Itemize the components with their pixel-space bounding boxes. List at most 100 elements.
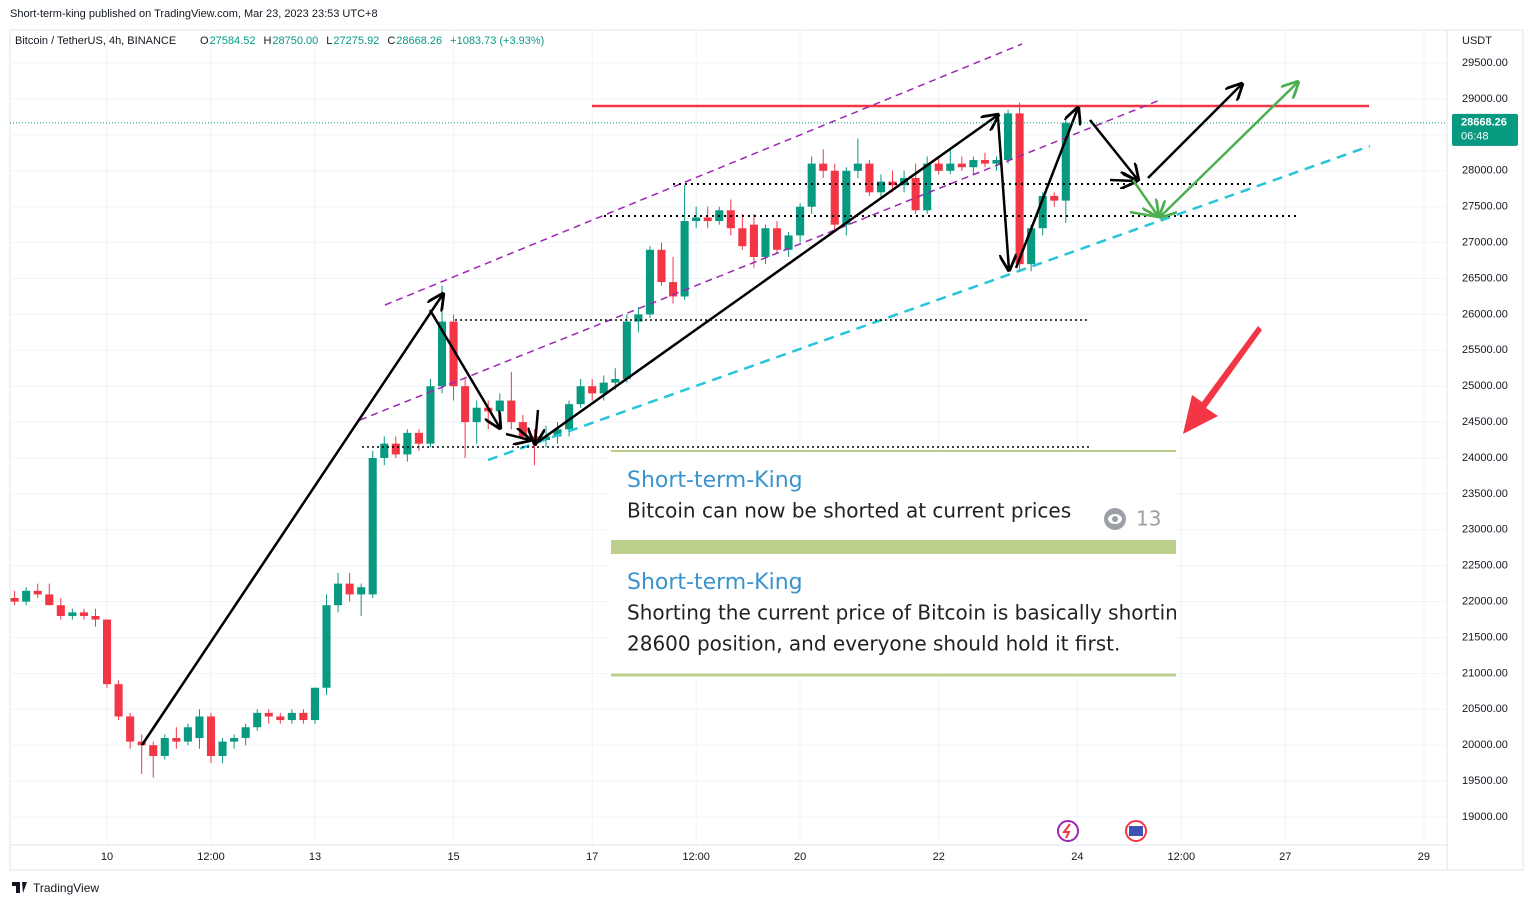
candle-body — [172, 738, 181, 742]
last-price-label: 28668.26 — [1461, 117, 1507, 129]
candle-body — [334, 583, 343, 606]
green-arrow — [1131, 179, 1158, 216]
candle-body — [1061, 122, 1070, 201]
candle-body — [33, 590, 42, 595]
candle-body — [749, 224, 758, 257]
candle-body — [507, 400, 516, 423]
y-tick-label: 29000.00 — [1462, 93, 1508, 105]
candle-body — [576, 386, 585, 405]
publish-header: Short-term-king published on TradingView… — [10, 8, 378, 20]
candle-body — [241, 727, 250, 739]
candle-body — [969, 160, 978, 168]
legend-value: 28668.26 — [396, 35, 442, 47]
candle-body — [553, 429, 562, 437]
channel-lower — [359, 99, 1161, 421]
candle-body — [414, 432, 423, 444]
candle-body — [391, 443, 400, 455]
x-tick-label: 12:00 — [197, 851, 225, 863]
y-tick-label: 21500.00 — [1462, 631, 1508, 643]
legend-value: 27275.92 — [333, 35, 379, 47]
candle-body — [934, 163, 943, 171]
candle-body — [657, 249, 666, 283]
candle-body — [876, 181, 886, 193]
y-unit: USDT — [1462, 35, 1492, 47]
candle-body — [819, 163, 828, 171]
candle-body — [1004, 113, 1013, 161]
candle-body — [1027, 228, 1036, 265]
candle-body — [264, 712, 273, 717]
channel-upper — [384, 43, 1023, 306]
candle-body — [645, 249, 654, 315]
candle-body — [22, 590, 31, 602]
event-icon — [1062, 823, 1071, 839]
footer-brand: TradingView — [33, 881, 99, 895]
candle-body — [784, 235, 793, 250]
legend-key: C — [387, 35, 395, 47]
x-tick-label: 27 — [1279, 851, 1291, 863]
y-tick-label: 27000.00 — [1462, 237, 1508, 249]
candle-body — [91, 615, 100, 620]
support-trend — [487, 144, 1371, 462]
x-tick-label: 29 — [1418, 851, 1430, 863]
y-tick-label: 21000.00 — [1462, 667, 1508, 679]
countdown-label: 06:48 — [1461, 131, 1489, 143]
candle-body — [10, 598, 19, 602]
candle-body — [45, 594, 54, 606]
y-tick-label: 26500.00 — [1462, 272, 1508, 284]
candle-body — [680, 221, 689, 297]
legend-key: H — [263, 35, 271, 47]
candle-body — [1050, 195, 1059, 201]
y-tick-label: 25500.00 — [1462, 344, 1508, 356]
x-tick-label: 24 — [1071, 851, 1083, 863]
last-price-tag — [1452, 113, 1518, 146]
candle-body — [1015, 113, 1024, 265]
candle-body — [449, 321, 458, 387]
candle-body — [599, 382, 608, 394]
candle-body — [310, 687, 320, 721]
message-text: Shorting the current price of Bitcoin is… — [627, 601, 1178, 625]
candle-body — [299, 712, 308, 721]
candle-body — [287, 712, 296, 721]
y-tick-label: 22000.00 — [1462, 596, 1508, 608]
event-icon — [1129, 826, 1143, 836]
y-tick-label: 19500.00 — [1462, 775, 1508, 787]
candle-body — [772, 228, 782, 250]
arrow — [1109, 180, 1136, 181]
message-author: Short-term-King — [627, 468, 803, 493]
y-tick-label: 28000.00 — [1462, 165, 1508, 177]
candle-body — [634, 314, 643, 322]
legend-value: 27584.52 — [210, 35, 256, 47]
arrow — [428, 309, 500, 428]
candle-body — [230, 738, 239, 742]
candle-body — [160, 738, 169, 756]
y-tick-label: 27500.00 — [1462, 201, 1508, 213]
views-count: 13 — [1136, 507, 1161, 531]
y-tick-label: 26000.00 — [1462, 308, 1508, 320]
y-tick-label: 29500.00 — [1462, 57, 1508, 69]
x-tick-label: 12:00 — [682, 851, 710, 863]
y-tick-label: 20500.00 — [1462, 703, 1508, 715]
y-tick-label: 22500.00 — [1462, 560, 1508, 572]
candle-body — [692, 217, 701, 222]
candle-body — [1038, 195, 1047, 229]
candle-body — [853, 163, 862, 171]
candle-body — [322, 605, 331, 688]
candle-body — [541, 436, 551, 441]
candle-body — [865, 163, 874, 193]
candles — [10, 102, 1070, 778]
candle-body — [56, 605, 65, 616]
candle-body — [565, 404, 574, 430]
candle-body — [495, 400, 504, 412]
drawings — [140, 43, 1371, 746]
highlight-arrow — [1183, 326, 1262, 434]
message-text: Bitcoin can now be shorted at current pr… — [627, 499, 1071, 523]
arrow — [140, 294, 443, 746]
candle-body — [461, 386, 470, 423]
logo — [12, 882, 27, 893]
symbol-title: Bitcoin / TetherUS, 4h, BINANCE — [15, 35, 176, 47]
candle-body — [345, 583, 354, 595]
candle-body — [195, 716, 204, 739]
candle-body — [253, 712, 262, 728]
candle-body — [703, 217, 712, 222]
